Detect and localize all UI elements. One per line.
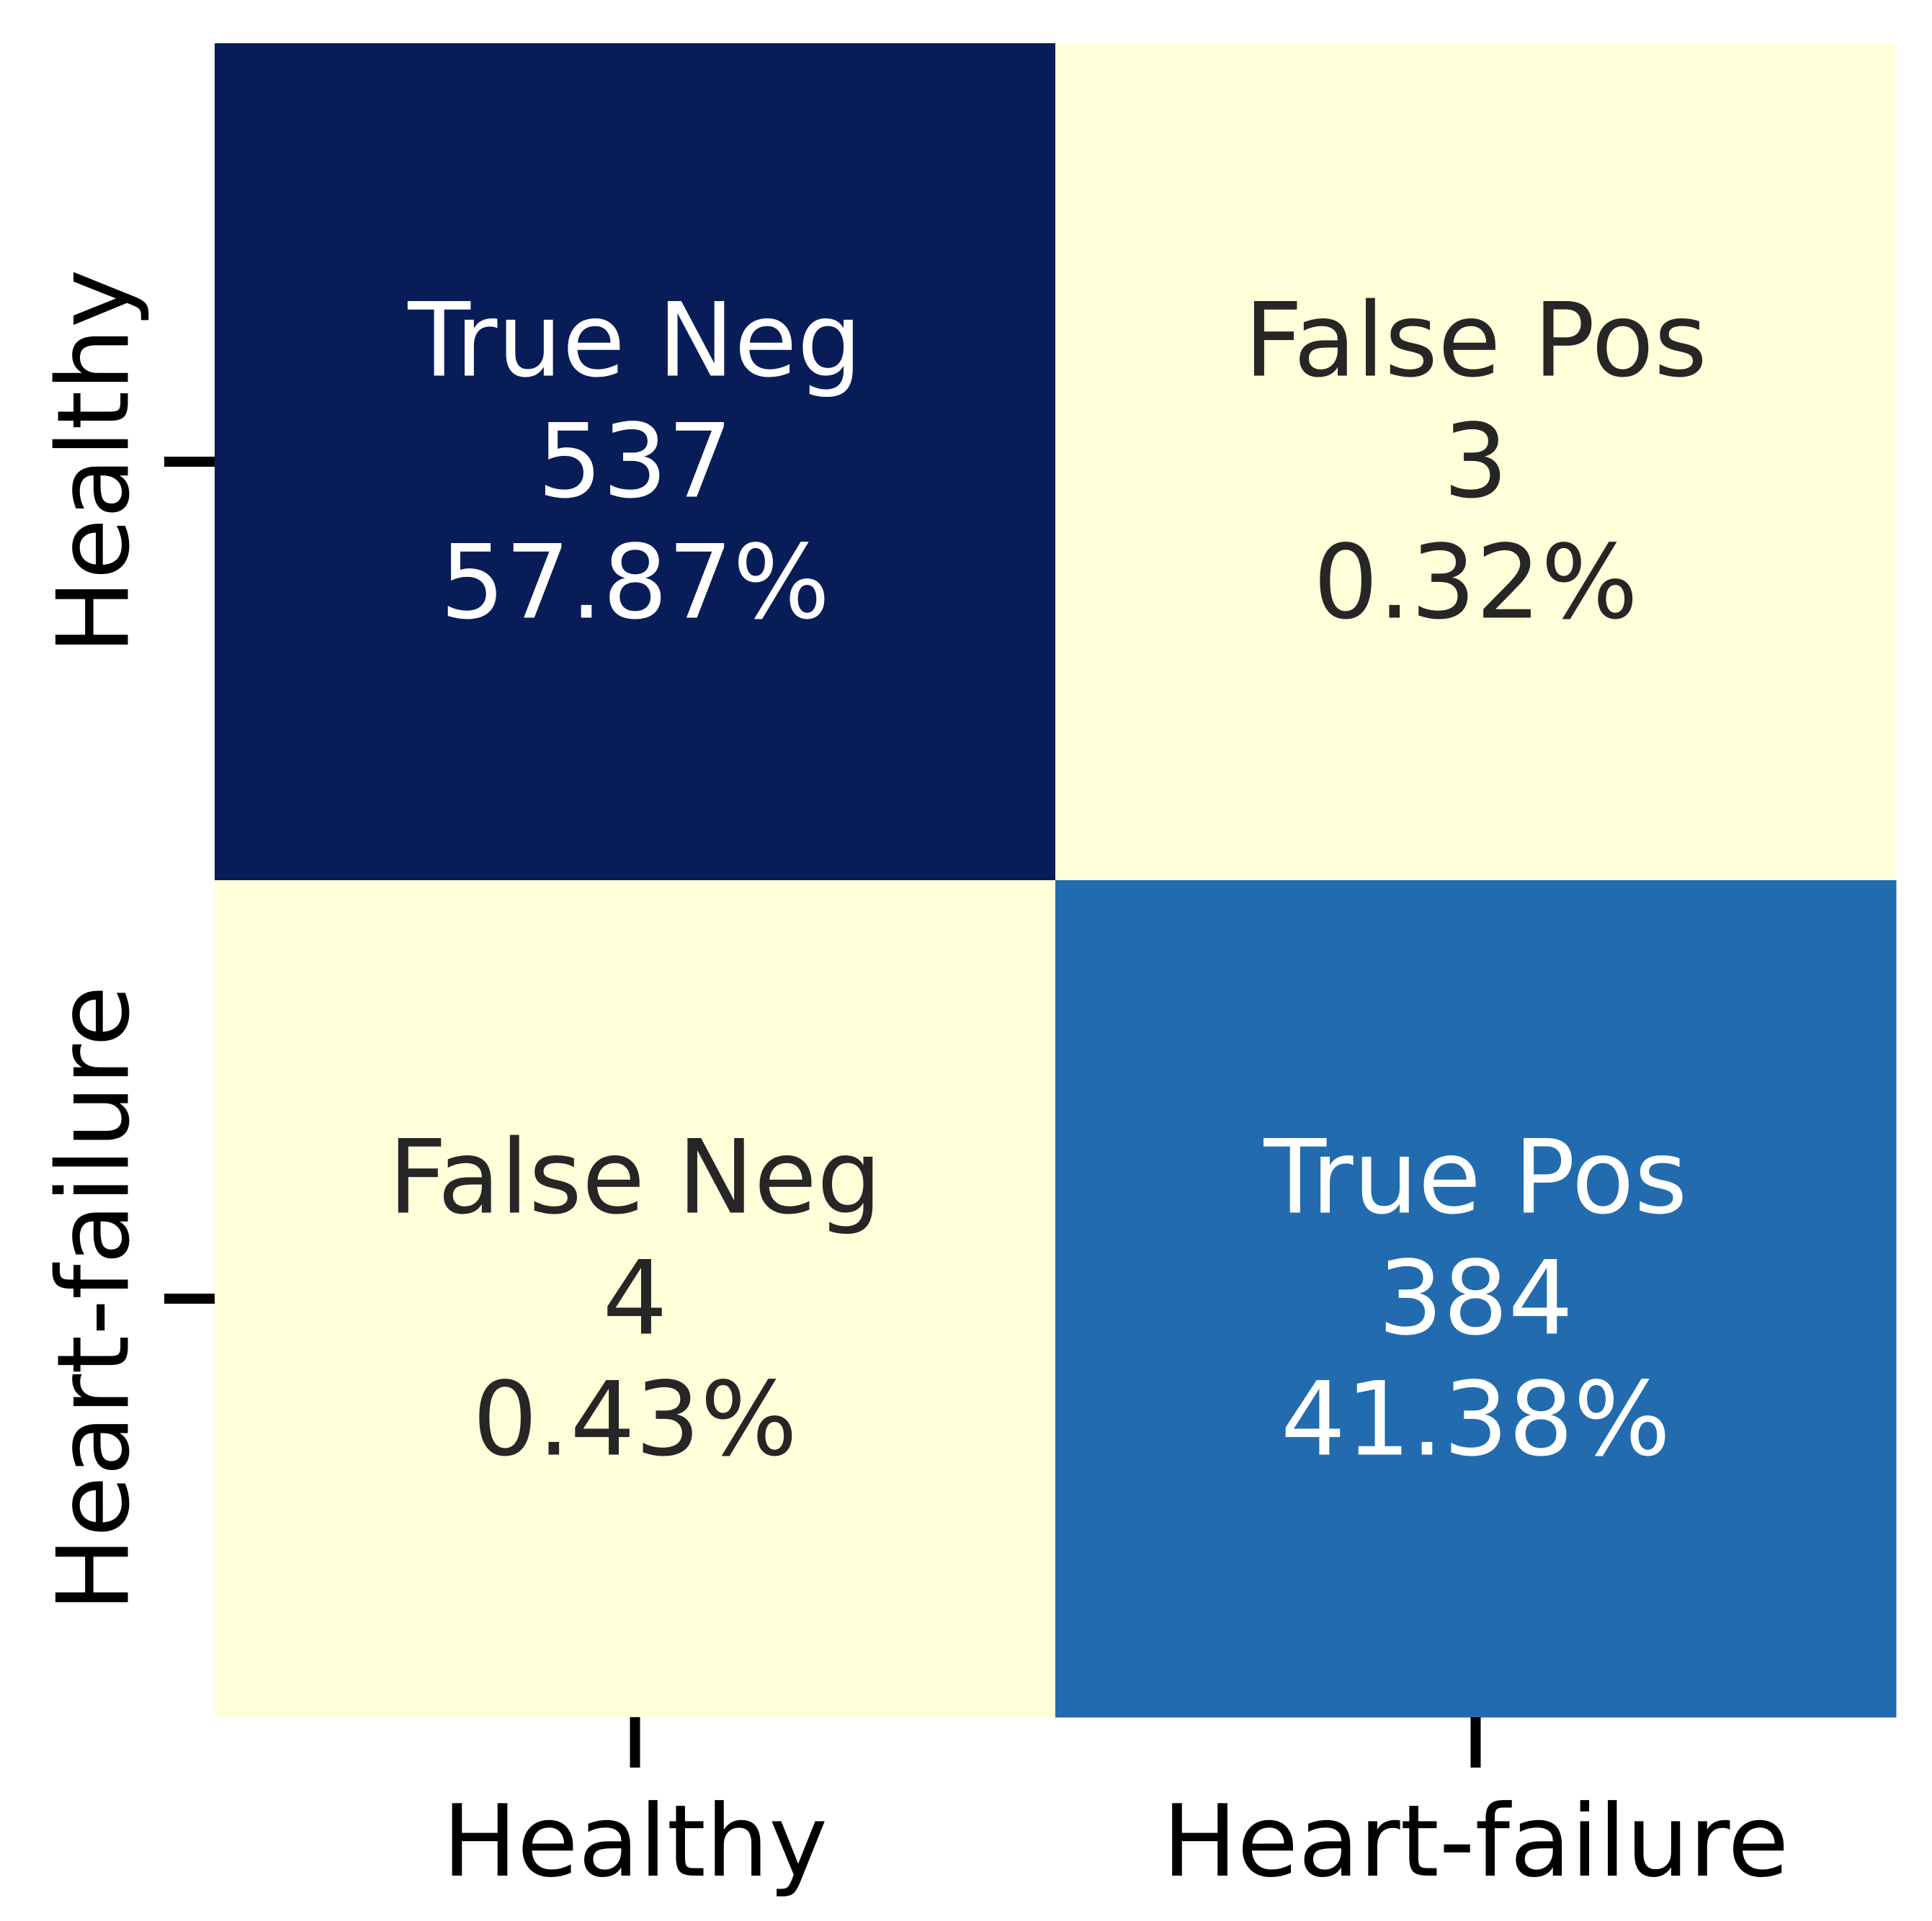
heatmap-cell-true-neg bbox=[215, 43, 1056, 881]
cell-count-false-neg: 4 bbox=[602, 1240, 667, 1358]
cell-count-true-pos: 384 bbox=[1378, 1240, 1573, 1358]
cell-label-true-neg: True Neg bbox=[407, 282, 862, 400]
cell-percent-true-pos: 41.38% bbox=[1281, 1361, 1671, 1479]
heatmap-cell-false-neg bbox=[215, 880, 1056, 1718]
cell-percent-false-pos: 0.32% bbox=[1313, 524, 1638, 642]
cell-label-true-pos: True Pos bbox=[1263, 1119, 1687, 1237]
cell-count-false-pos: 3 bbox=[1443, 403, 1508, 521]
axis-ticks: Healthy Heart-failure Healthy Heart-failure bbox=[36, 269, 1789, 1899]
cell-percent-false-neg: 0.43% bbox=[473, 1361, 797, 1479]
x-tick-label-heart-failure: Heart-failure bbox=[1163, 1783, 1789, 1899]
y-tick-label-heart-failure: Heart-failure bbox=[36, 985, 152, 1612]
heatmap-cell-true-pos bbox=[1055, 880, 1897, 1718]
cell-label-false-neg: False Neg bbox=[388, 1119, 882, 1237]
cell-label-false-pos: False Pos bbox=[1244, 282, 1707, 400]
x-tick-label-healthy: Healthy bbox=[442, 1783, 828, 1899]
cell-percent-true-neg: 57.87% bbox=[440, 524, 830, 642]
cell-count-true-neg: 537 bbox=[537, 403, 733, 521]
heatmap-cell-false-pos bbox=[1055, 43, 1897, 881]
y-tick-label-healthy: Healthy bbox=[36, 269, 152, 655]
